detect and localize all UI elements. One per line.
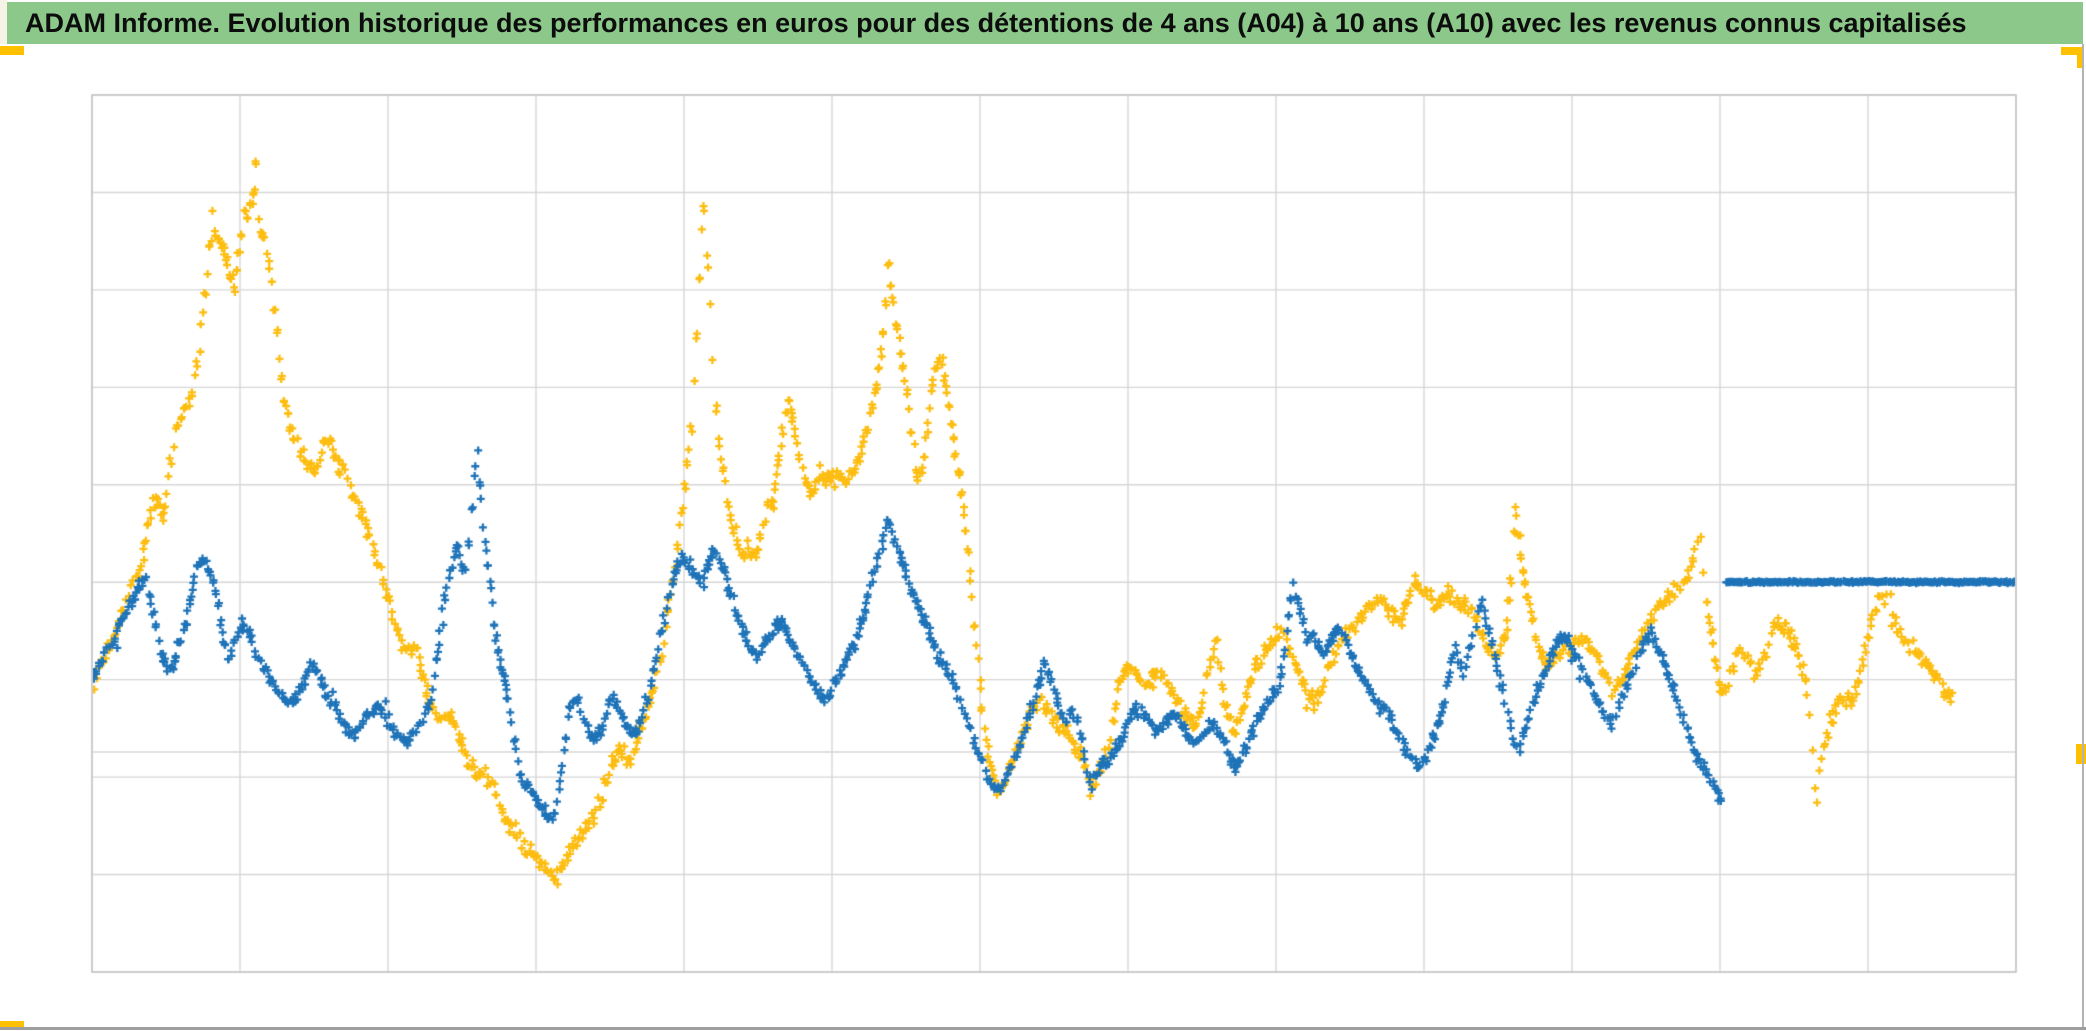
selection-handle-bottom-left	[0, 1021, 24, 1030]
selection-handle-top-right-v	[2077, 47, 2084, 68]
window-border-right	[2082, 44, 2084, 1029]
selection-handle-top-left	[0, 46, 24, 55]
selection-handle-right-mid	[2076, 744, 2086, 764]
selection-handle-top-right-h	[2061, 47, 2084, 55]
window-border-bottom	[0, 1027, 2086, 1030]
